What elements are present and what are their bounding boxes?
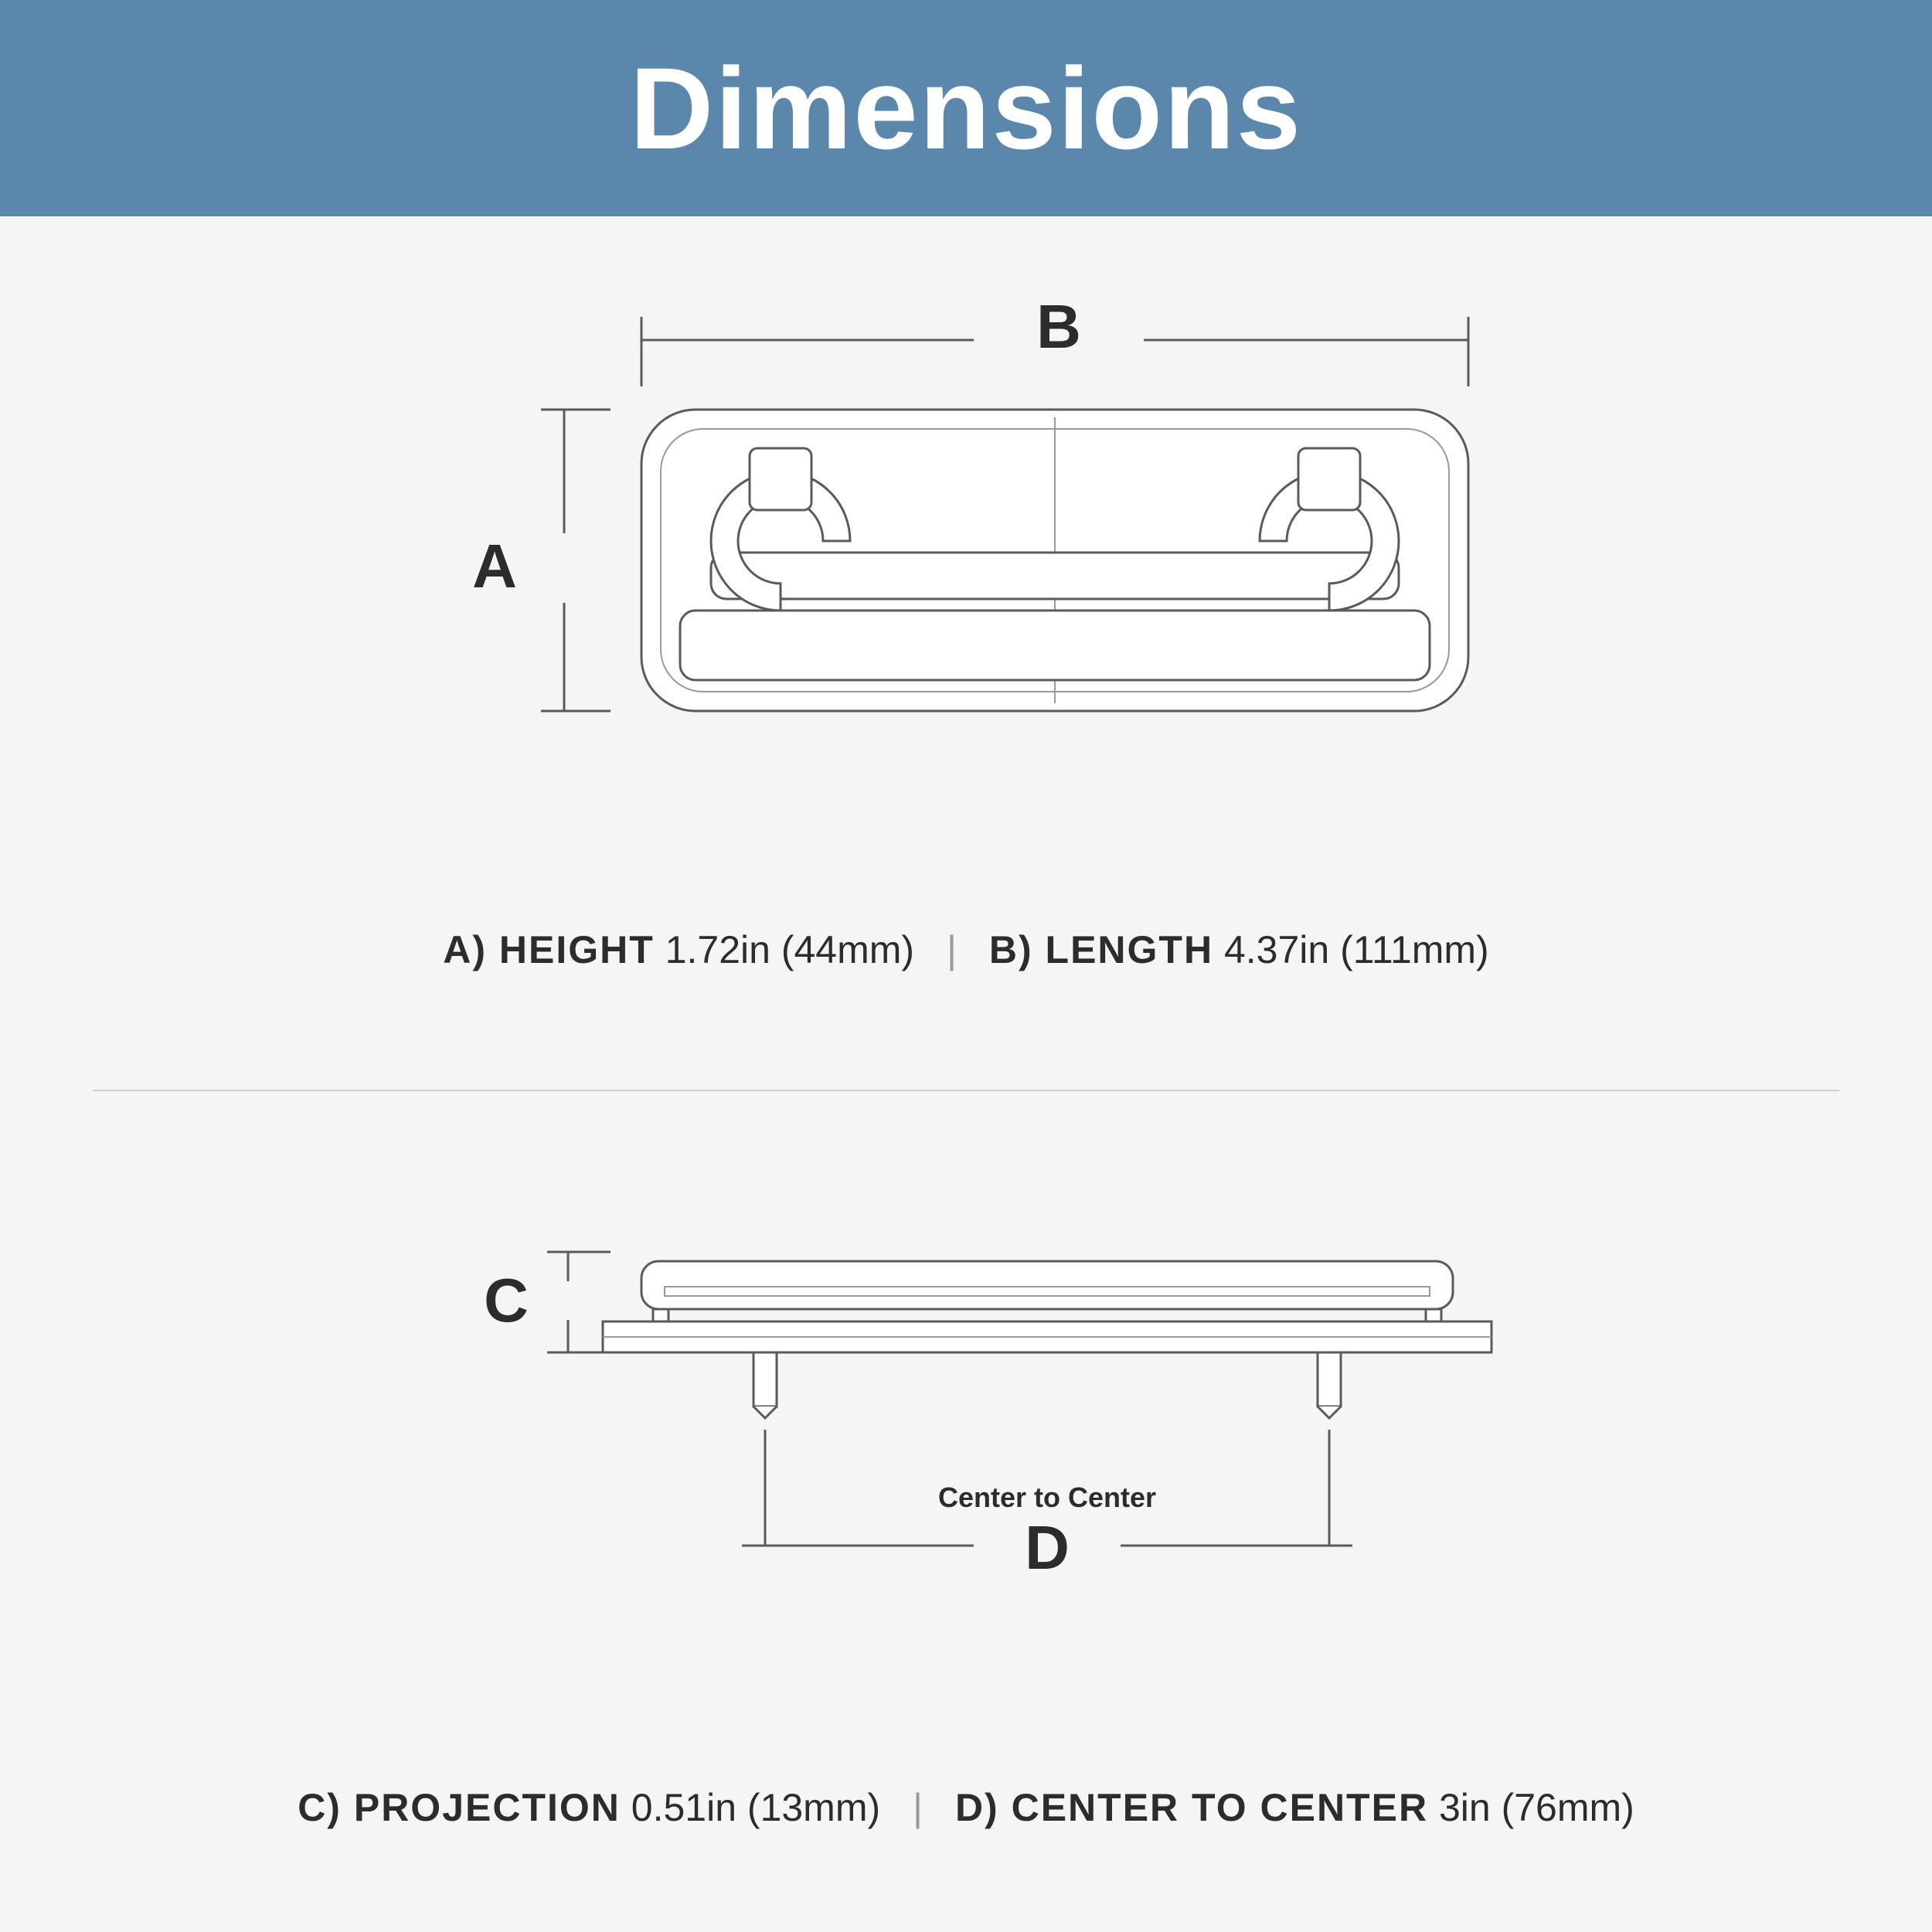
dimension-d-sublabel: Center to Center xyxy=(938,1481,1156,1513)
dimension-c-bracket xyxy=(547,1252,611,1352)
b-label: B) LENGTH xyxy=(989,928,1213,971)
header-banner: Dimensions xyxy=(0,0,1932,216)
a-label: A) HEIGHT xyxy=(443,928,655,971)
c-label: C) PROJECTION xyxy=(298,1786,621,1829)
side-post-left xyxy=(753,1352,777,1418)
front-bottom-slot xyxy=(680,611,1430,680)
front-caption: A) HEIGHT 1.72in (44mm) | B) LENGTH 4.37… xyxy=(0,927,1932,972)
a-value: 1.72in (44mm) xyxy=(665,928,914,971)
b-value: 4.37in (111mm) xyxy=(1224,928,1489,971)
d-label: D) CENTER TO CENTER xyxy=(955,1786,1428,1829)
dimension-c-letter: C xyxy=(484,1266,529,1335)
caption-separator: | xyxy=(913,1785,923,1830)
dimension-b-letter: B xyxy=(1036,292,1081,361)
d-value: 3in (76mm) xyxy=(1439,1786,1634,1829)
side-standoff-right xyxy=(1426,1309,1441,1321)
front-bail-bar xyxy=(711,553,1399,599)
dimension-a-bracket xyxy=(541,410,611,711)
dimension-d-letter: D xyxy=(1025,1513,1070,1582)
side-post-right xyxy=(1318,1352,1341,1418)
c-value: 0.51in (13mm) xyxy=(631,1786,880,1829)
caption-separator: | xyxy=(947,927,957,972)
side-caption: C) PROJECTION 0.51in (13mm) | D) CENTER … xyxy=(0,1785,1932,1830)
side-bar xyxy=(641,1261,1453,1309)
dimension-a-letter: A xyxy=(472,532,517,600)
side-view-panel: C Center to Center D C) PROJECTIO xyxy=(0,1090,1932,1932)
front-view-panel: B A A) HEIGHT 1.72in (44mm) xyxy=(0,216,1932,1090)
side-standoff-left xyxy=(653,1309,668,1321)
page-title: Dimensions xyxy=(630,42,1302,175)
